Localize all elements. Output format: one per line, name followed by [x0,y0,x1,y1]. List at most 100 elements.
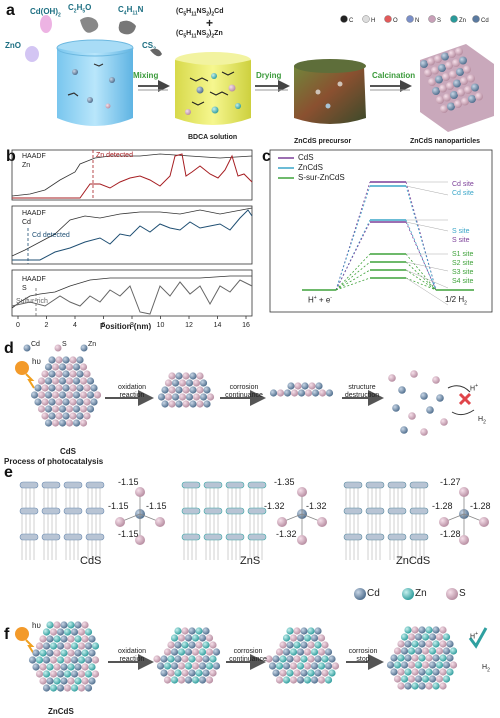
legend-atom-cd [472,15,480,23]
panel-d-legend [22,340,112,358]
panel-f-label: f [4,626,10,643]
site-s-cds: S site [452,237,470,244]
cds-particle-corroded [269,382,334,397]
legend-zn: Zn [22,162,31,169]
x-tick-label: 10 [157,322,165,329]
hplus-label-d: H+ [470,383,478,393]
x-tick-label: 4 [73,322,77,329]
legend-s: S [22,285,27,292]
zncds-material-label: ZnCdS [396,555,431,567]
beaker [56,39,134,126]
cds-value-bottom: -1.15 [118,529,139,539]
legend-atom-label: H [371,18,375,24]
zn-curve [12,153,253,199]
arrow-drying [255,80,290,92]
cds-value-left: -1.15 [108,501,129,511]
site-s1: S1 site [452,251,474,258]
legend-f-s: S [459,588,466,599]
reagent-c4h11n: C4H11N [118,5,144,17]
cds-material-label: CdS [80,555,102,567]
atom-legend: C H O N S Zn Cd [338,12,498,24]
precursor-block [294,59,366,124]
legend-zncds: ZnCdS [298,163,323,172]
legend-cd: Cd [22,219,31,226]
panel-f-legend [352,586,492,607]
x-tick-label: 2 [45,322,49,329]
panel-e-label: e [4,464,13,481]
legend-atom-n [406,15,414,23]
cds-particle-destroyed [388,370,448,436]
legend-haadf-2: HAADF [22,210,46,217]
legend-d-zn: Zn [88,341,97,348]
zn-detected-label: Zn detected [96,152,133,159]
plus-sign: + [206,16,214,30]
legend-atom-label: O [393,18,398,24]
sun-icon [15,361,29,375]
step-destruction-d: structure destruction [344,384,380,400]
hv-label-d: hυ [32,357,41,366]
legend-d-s: S [62,341,67,348]
panel-a-label: a [6,2,15,19]
step-corrosion-f: corrosion continuance [229,648,267,664]
caption-bdca: BDCA solution [188,134,238,141]
site-s3: S3 site [452,269,474,276]
zncds-value-top: -1.27 [440,477,461,487]
legend-atom-c [340,15,348,23]
step-oxidation-f: oxidation reaction [117,648,147,664]
caption-nanoparticles: ZnCdS nanoparticles [410,138,481,145]
legend-f-cd: Cd [367,588,380,599]
sun-icon-f [15,627,29,641]
right-state-label: 1/2 H2 [445,295,467,307]
zns-value-top: -1.35 [274,477,295,487]
arrow-mixing [138,80,170,92]
cds-particle [30,356,102,427]
panel-d-illustration [15,356,475,436]
calcination-label: Calcination [372,71,416,80]
legend-haadf-3: HAADF [22,276,46,283]
zncds-value-right: -1.28 [470,501,491,511]
panel-b-label: b [6,148,16,165]
arrow-calcination [370,80,412,92]
x-tick-label: 12 [185,322,193,329]
legend-atom-label: Zn [459,18,466,24]
x-axis-label: Position (nm) [100,322,152,331]
haadf-curve-s [11,275,252,309]
x-tick-label: 14 [214,322,222,329]
left-state-label: H+ + e- [308,295,332,305]
zns-material-label: ZnS [240,555,261,567]
panel-f-illustration [15,621,488,692]
cds-value-right: -1.15 [146,501,167,511]
panel-c-energy-diagram [269,149,493,313]
step-stop-f: corrosion stop [348,648,378,664]
legend-atom-label: C [349,18,354,24]
legend-atom-label: S [437,18,441,24]
reagent-blobs [25,15,162,62]
legend-atom-o [384,15,392,23]
nanoparticle-cube [420,44,494,132]
x-tick-label: 6 [102,322,106,329]
panel-d-label: d [4,340,14,357]
zncds-value-bottom: -1.28 [440,529,461,539]
sulfur-rich-top: Sulfur-rich surface [402,622,456,628]
site-s-zncds: S site [452,228,470,235]
legend-atom-label: Cd [481,18,489,24]
x-tick-label: 0 [16,322,20,329]
zns-value-left: -1.32 [264,501,285,511]
caption-precursor: ZnCdS precursor [294,138,352,145]
site-s2: S2 site [452,260,474,267]
site-cd-zncds: Cd site [452,190,474,197]
site-cd-cds: Cd site [452,181,474,188]
cds-particle-oxidized [157,372,215,408]
cd-detected-label: Cd detected [32,232,70,239]
legend-s-sur-zncds: S-sur-ZnCdS [298,173,345,182]
legend-atom-label: N [415,18,419,24]
haadf-curve-zn [11,153,253,197]
h2-label-f: H2 [482,664,490,674]
panel-e-structures [19,481,489,560]
step-oxidation-d: oxidation reaction [117,384,147,400]
cd-complex-label: (C5H11NS2)2Cd [176,8,224,18]
reagent-c2h5o: C2H5O [68,3,92,15]
legend-d-cd: Cd [31,341,40,348]
bdca-beaker [175,52,251,125]
legend-f-zn: Zn [415,588,427,599]
